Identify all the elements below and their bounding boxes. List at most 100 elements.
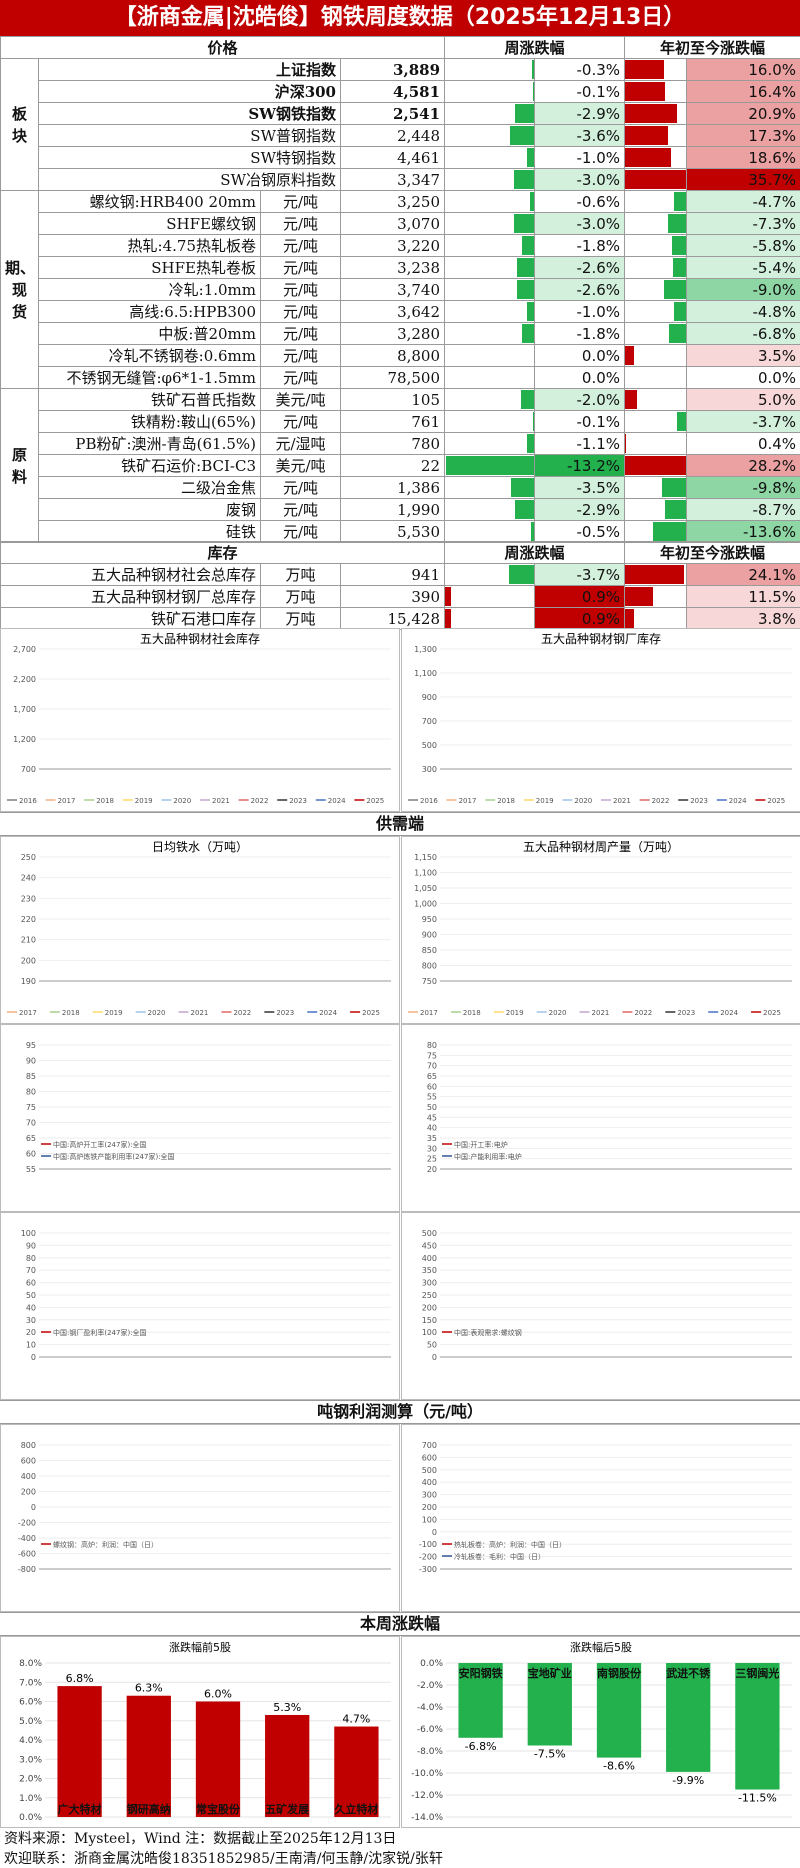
y-tick-label: 700 bbox=[21, 765, 36, 774]
row-unit: 元/湿吨 bbox=[261, 433, 341, 455]
y-tick-label: 1,700 bbox=[13, 705, 36, 714]
ytd-pct: -6.8% bbox=[687, 323, 800, 345]
weekly-bar bbox=[445, 301, 535, 323]
group-label-board: 板块 bbox=[1, 59, 39, 191]
weekly-bar-fill bbox=[514, 170, 534, 189]
weekly-bar bbox=[445, 411, 535, 433]
y-tick-label: -400 bbox=[18, 1534, 36, 1543]
bar-category-label: 五矿发展 bbox=[265, 1802, 310, 1816]
row-name: 上证指数 bbox=[39, 59, 341, 81]
y-tick-label: 800 bbox=[422, 962, 437, 971]
weekly-pct: -3.0% bbox=[535, 169, 625, 191]
weekly-bar-fill bbox=[532, 60, 534, 79]
ytd-bar-fill bbox=[674, 192, 686, 211]
weekly-pct: -3.6% bbox=[535, 125, 625, 147]
weekly-pct: -0.5% bbox=[535, 521, 625, 543]
ytd-pct: 0.0% bbox=[687, 367, 800, 389]
bar-value-label: 6.0% bbox=[204, 1688, 232, 1701]
row-name: 废钢 bbox=[39, 499, 261, 521]
y-tick-label: -4.0% bbox=[417, 1703, 444, 1713]
ytd-pct: 18.6% bbox=[687, 147, 800, 169]
weekly-pct: -1.8% bbox=[535, 235, 625, 257]
chart-title: 五大品种钢材钢厂库存 bbox=[541, 631, 661, 646]
inv-value: 941 bbox=[341, 564, 445, 586]
page-title: 【浙商金属|沈皓俊】钢铁周度数据（2025年12月13日） bbox=[0, 0, 800, 36]
legend-label: 2017 bbox=[420, 1009, 438, 1017]
y-tick-label: 850 bbox=[422, 946, 437, 955]
ytd-pct: 35.7% bbox=[687, 169, 800, 191]
row-value: 2,541 bbox=[341, 103, 445, 125]
legend-label: 2016 bbox=[19, 797, 37, 805]
ytd-bar bbox=[625, 301, 687, 323]
section-supply: 供需端 bbox=[0, 812, 800, 836]
inv-name: 铁矿石港口库存 bbox=[1, 608, 261, 630]
y-tick-label: -200 bbox=[419, 1553, 437, 1562]
row-unit: 美元/吨 bbox=[261, 389, 341, 411]
row-name: 铁矿石普氏指数 bbox=[39, 389, 261, 411]
weekly-bar-fill bbox=[511, 478, 534, 497]
ytd-bar-fill bbox=[674, 302, 686, 321]
inv-name: 五大品种钢材钢厂总库存 bbox=[1, 586, 261, 608]
row-name: 硅铁 bbox=[39, 521, 261, 543]
bar-value-label: -9.9% bbox=[672, 1774, 704, 1787]
row-unit: 元/吨 bbox=[261, 235, 341, 257]
ytd-pct: 20.9% bbox=[687, 103, 800, 125]
row-name: 冷轧不锈钢卷:0.6mm bbox=[39, 345, 261, 367]
ytd-bar bbox=[625, 345, 687, 367]
weekly-bar-fill bbox=[533, 412, 534, 431]
ytd-pct: -8.7% bbox=[687, 499, 800, 521]
y-tick-label: 500 bbox=[422, 1466, 437, 1475]
legend-label: 2018 bbox=[463, 1009, 481, 1017]
y-tick-label: 60 bbox=[26, 1279, 36, 1288]
y-tick-label: 0.0% bbox=[420, 1659, 443, 1669]
legend-label: 2020 bbox=[549, 1009, 567, 1017]
row-name: 不锈钢无缝管:φ6*1-1.5mm bbox=[39, 367, 261, 389]
y-tick-label: 100 bbox=[422, 1515, 437, 1524]
ytd-bar-fill bbox=[625, 82, 665, 101]
row-value: 3,238 bbox=[341, 257, 445, 279]
y-tick-label: 500 bbox=[422, 741, 437, 750]
weekly-bar bbox=[445, 389, 535, 411]
y-tick-label: -8.0% bbox=[417, 1747, 444, 1757]
row-unit: 元/吨 bbox=[261, 477, 341, 499]
y-tick-label: 20 bbox=[26, 1328, 36, 1337]
ytd-bar bbox=[625, 521, 687, 543]
y-tick-label: 70 bbox=[427, 1062, 437, 1071]
y-tick-label: 50 bbox=[427, 1103, 437, 1112]
row-name: SW冶钢原料指数 bbox=[39, 169, 341, 191]
inv-weekly-bar-fill bbox=[509, 565, 534, 584]
row-value: 105 bbox=[341, 389, 445, 411]
inv-ytd-bar bbox=[625, 564, 687, 586]
legend-label: 2021 bbox=[212, 797, 230, 805]
ytd-pct: 28.2% bbox=[687, 455, 800, 477]
row-name: 热轧:4.75热轧板卷 bbox=[39, 235, 261, 257]
legend-label: 2021 bbox=[592, 1009, 610, 1017]
legend-label: 2018 bbox=[497, 797, 515, 805]
ytd-bar-fill bbox=[625, 126, 668, 145]
ytd-bar-fill bbox=[625, 434, 626, 453]
weekly-bar bbox=[445, 169, 535, 191]
legend-label: 2016 bbox=[420, 797, 438, 805]
legend-label: 2019 bbox=[536, 797, 554, 805]
weekly-bar bbox=[445, 433, 535, 455]
y-tick-label: 10 bbox=[26, 1341, 36, 1350]
row-value: 3,347 bbox=[341, 169, 445, 191]
y-tick-label: 1,100 bbox=[414, 669, 437, 678]
legend-label: 2022 bbox=[652, 797, 670, 805]
bar bbox=[57, 1686, 101, 1817]
weekly-bar-fill bbox=[527, 302, 534, 321]
inv-weekly-bar bbox=[445, 564, 535, 586]
ytd-pct: 3.5% bbox=[687, 345, 800, 367]
row-name: 铁矿石运价:BCI-C3 bbox=[39, 455, 261, 477]
ytd-pct: -9.8% bbox=[687, 477, 800, 499]
inv-ytd-pct: 3.8% bbox=[687, 608, 800, 630]
y-tick-label: 300 bbox=[422, 1491, 437, 1500]
